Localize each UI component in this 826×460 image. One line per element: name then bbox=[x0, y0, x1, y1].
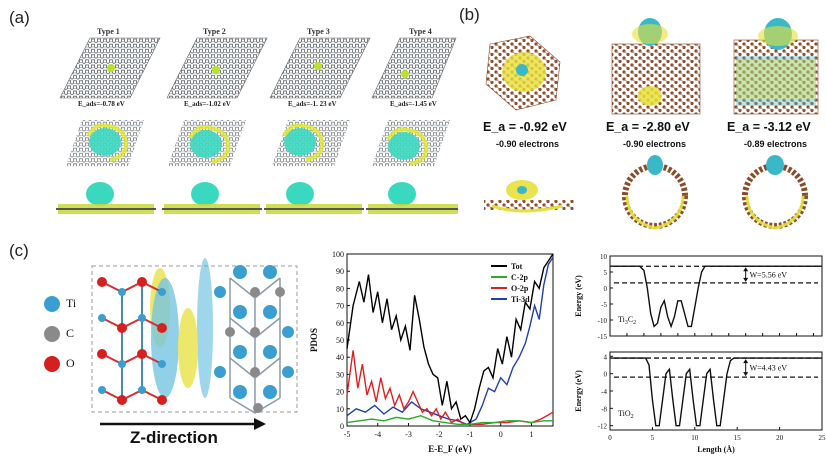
energy-xtick-label: 15 bbox=[734, 434, 742, 442]
energy-arrow-head bbox=[743, 267, 749, 272]
energy-frame bbox=[609, 255, 823, 337]
legend-ti-label: Ti bbox=[66, 296, 77, 310]
pdos-series-ti-3d bbox=[346, 257, 554, 426]
pdos-chart: 0 10 20 30 40 50 60 70 80 90 100 -5 -4 -3 -2 -1 0 1 E-E_F … bbox=[309, 250, 554, 454]
legend-c-label: C bbox=[66, 326, 75, 340]
energy-arrow-head bbox=[743, 372, 749, 377]
b-electrons-1: -0.90 electrons bbox=[496, 139, 560, 149]
energy-ytick-label: 0 bbox=[604, 371, 608, 379]
panel-b-figure bbox=[484, 18, 819, 230]
type4-title: Type 4 bbox=[409, 27, 432, 36]
energy-material-label: TiO2 bbox=[618, 409, 634, 420]
type1-structure bbox=[56, 37, 161, 214]
legend-c-dot bbox=[44, 326, 60, 342]
energy-ytick-label: -5 bbox=[601, 301, 607, 309]
energy-ytick-label: 4 bbox=[604, 353, 608, 361]
pdos-ytick-label: 30 bbox=[336, 370, 344, 379]
pdos-xtick-label: -1 bbox=[467, 430, 474, 439]
b-structure-1 bbox=[484, 35, 574, 213]
b-electrons-2: -0.90 electrons bbox=[623, 139, 687, 149]
type2-structure bbox=[162, 37, 268, 214]
pdos-ytick-label: 70 bbox=[336, 302, 344, 311]
energy-ytick-label: -15 bbox=[598, 333, 608, 341]
b-electrons-3: -0.89 electrons bbox=[744, 139, 808, 149]
pdos-ylabel: PDOS bbox=[309, 328, 319, 352]
type1-energy: E_ads=-0.78 eV bbox=[78, 100, 125, 108]
pdos-ytick-label: 60 bbox=[336, 319, 344, 328]
energy-ytick-label: 0 bbox=[604, 285, 608, 293]
type3-structure bbox=[264, 37, 371, 214]
legend-o-dot bbox=[44, 356, 60, 372]
panel-c-structure bbox=[44, 258, 298, 430]
pdos-ytick-label: 50 bbox=[336, 336, 344, 345]
pdos-series-o-2p bbox=[346, 350, 554, 425]
type4-energy: E_ads=-1.45 eV bbox=[390, 100, 437, 108]
pdos-xtick-label: -2 bbox=[436, 430, 443, 439]
pdos-series-c-2p bbox=[346, 414, 553, 425]
energy-xtick-label: 10 bbox=[691, 434, 699, 442]
pdos-legend-label: C-2p bbox=[511, 273, 528, 282]
energy-ytick-label: -10 bbox=[598, 317, 608, 325]
pdos-ytick-label: 40 bbox=[336, 353, 344, 362]
energy-material-label: Ti3C2 bbox=[618, 315, 636, 326]
pdos-xtick-label: -5 bbox=[344, 430, 351, 439]
energy-profile-line bbox=[610, 357, 822, 427]
energy-ylabel: Energy (eV) bbox=[574, 370, 583, 412]
energy-profile-line bbox=[610, 265, 822, 329]
pdos-xtick-label: 0 bbox=[499, 430, 503, 439]
legend-ti-dot bbox=[44, 296, 60, 312]
pdos-xtick-label: -3 bbox=[405, 430, 412, 439]
energy-ytick-label: 10 bbox=[600, 253, 608, 261]
energy-ytick-label: -12 bbox=[598, 423, 608, 431]
ti3c2-energy-chart: 10 5 0 -5 -10 -15 Energy (eV) W=5.56 eV Ti3C2 bbox=[574, 253, 823, 341]
pdos-xlabel: E-E_F (eV) bbox=[428, 444, 471, 454]
energy-ytick-label: -8 bbox=[601, 405, 607, 413]
z-direction-label: Z-direction bbox=[130, 428, 218, 447]
type4-structure bbox=[366, 37, 458, 214]
energy-xlabel: Length (Å) bbox=[697, 445, 735, 454]
pdos-xtick-label: -4 bbox=[374, 430, 381, 439]
adsorbate-atom-1 bbox=[107, 64, 115, 72]
charge-lobe-1 bbox=[89, 128, 121, 156]
energy-xtick-label: 0 bbox=[608, 434, 612, 442]
panel-label-a: (a) bbox=[9, 8, 30, 27]
pdos-ytick-label: 10 bbox=[336, 405, 344, 414]
pdos-series-tot bbox=[346, 253, 554, 425]
b-structure-2 bbox=[611, 18, 701, 230]
side-lobe-1 bbox=[86, 182, 114, 206]
energy-xtick-label: 5 bbox=[651, 434, 655, 442]
panel-a-figure bbox=[56, 37, 458, 214]
pdos-legend-label: O-2p bbox=[511, 284, 529, 293]
energy-width-label: W=5.56 eV bbox=[750, 271, 788, 280]
type1-title: Type 1 bbox=[97, 27, 120, 36]
b-energy-3: E_a = -3.12 eV bbox=[727, 120, 811, 134]
energy-ylabel: Energy (eV) bbox=[574, 275, 583, 317]
type3-energy: E_ads=-1. 23 eV bbox=[288, 100, 337, 108]
legend-o-label: O bbox=[66, 356, 75, 370]
b-energy-2: E_a = -2.80 eV bbox=[606, 120, 690, 134]
pdos-legend-label: Tot bbox=[511, 262, 523, 271]
pdos-ytick-label: 20 bbox=[336, 388, 344, 397]
b-energy-1: E_a = -0.92 eV bbox=[483, 120, 567, 134]
type3-title: Type 3 bbox=[307, 27, 330, 36]
pdos-ytick-label: 100 bbox=[332, 250, 344, 259]
energy-arrow-head bbox=[743, 277, 749, 282]
type2-energy: E_ads=-1.02 eV bbox=[184, 100, 231, 108]
pdos-ytick-label: 0 bbox=[340, 422, 344, 431]
pdos-xtick-label: 1 bbox=[529, 430, 533, 439]
b-structure-3 bbox=[733, 18, 819, 230]
energy-ytick-label: -4 bbox=[601, 388, 607, 396]
panel-label-b: (b) bbox=[459, 5, 480, 24]
pdos-ytick-label: 90 bbox=[336, 267, 344, 276]
energy-ytick-label: 5 bbox=[604, 269, 608, 277]
energy-width-label: W=4.43 eV bbox=[750, 364, 788, 373]
panel-label-c: (c) bbox=[9, 241, 29, 260]
type2-title: Type 2 bbox=[203, 27, 226, 36]
energy-xtick-label: 25 bbox=[819, 434, 826, 442]
energy-xtick-label: 20 bbox=[776, 434, 784, 442]
pdos-legend-label: Ti-3d bbox=[511, 295, 530, 304]
pdos-ytick-label: 80 bbox=[336, 284, 344, 293]
energy-arrow-head bbox=[743, 359, 749, 364]
